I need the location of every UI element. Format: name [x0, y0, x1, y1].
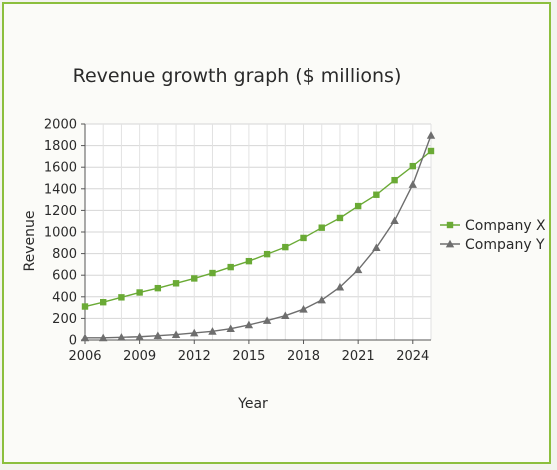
data-point-company-x: [172, 280, 180, 287]
data-point-company-x: [300, 234, 307, 242]
data-point-company-y: [135, 332, 144, 341]
data-point-company-x: [354, 202, 362, 210]
data-point-company-y: [262, 316, 272, 324]
x-tick-label: 2006: [68, 349, 101, 364]
data-point-company-x: [373, 191, 380, 198]
y-tick-label: 0: [69, 334, 77, 349]
data-point-company-x: [336, 214, 344, 222]
y-axis-label: Revenue: [22, 211, 38, 272]
data-point-company-y: [117, 333, 126, 341]
y-tick-label: 800: [52, 247, 77, 262]
chart-title: Revenue growth graph ($ millions): [73, 65, 402, 87]
data-point-company-x: [409, 162, 416, 170]
legend-label-company-x: Company X: [465, 218, 546, 234]
legend: Company X Company Y: [440, 218, 546, 253]
data-point-company-y: [390, 216, 399, 225]
data-point-company-y: [335, 282, 345, 291]
data-point-company-y: [281, 311, 290, 320]
x-tick-label: 2012: [178, 349, 211, 364]
x-tick-label: 2018: [287, 349, 320, 364]
x-tick-label: 2024: [396, 349, 429, 364]
y-tick-label: 1400: [44, 182, 77, 197]
series-layer: [80, 131, 436, 342]
data-point-company-y: [372, 243, 381, 252]
series-line-company-y: [85, 135, 432, 339]
data-point-company-x: [318, 224, 325, 231]
data-point-company-x: [154, 284, 162, 292]
data-point-company-y: [353, 265, 363, 274]
x-tick-label: 2009: [123, 349, 156, 364]
y-tick-label: 1000: [44, 226, 77, 241]
axes: 0 200 400 600 800 1000 1200 1400 1600 1800 2000 200…: [44, 118, 431, 364]
chart-frame: Revenue growth graph ($ millions) Revenu…: [2, 2, 551, 464]
series-company-x: [81, 147, 435, 310]
y-tick-label: 200: [52, 312, 77, 327]
data-point-company-x: [263, 250, 271, 258]
data-point-company-x: [245, 257, 253, 265]
data-point-company-x: [118, 294, 125, 301]
x-tick-label: 2015: [232, 349, 265, 364]
legend-marker-company-x: [446, 221, 454, 229]
data-point-company-x: [100, 299, 107, 306]
data-point-company-x: [391, 176, 398, 184]
data-point-company-x: [227, 263, 234, 271]
data-point-company-y: [317, 295, 326, 304]
y-tick-label: 600: [52, 269, 77, 284]
revenue-growth-chart: Revenue growth graph ($ millions) Revenu…: [22, 65, 546, 412]
y-tick-label: 2000: [44, 118, 77, 133]
data-point-company-y: [153, 331, 163, 340]
data-point-company-x: [427, 147, 435, 155]
gridlines: [84, 123, 432, 341]
data-point-company-y: [226, 324, 235, 333]
data-point-company-x: [282, 243, 289, 251]
data-point-company-y: [171, 330, 181, 338]
data-point-company-y: [80, 333, 90, 342]
data-point-company-y: [299, 305, 308, 313]
data-point-company-y: [99, 333, 108, 342]
data-point-company-y: [426, 131, 436, 139]
y-tick-label: 1600: [44, 161, 77, 176]
data-point-company-y: [408, 180, 417, 188]
x-axis-label: Year: [237, 396, 268, 412]
data-point-company-y: [190, 328, 199, 337]
data-point-company-x: [191, 275, 198, 282]
legend-label-company-y: Company Y: [465, 237, 545, 253]
x-tick-label: 2021: [342, 349, 375, 364]
y-tick-label: 400: [52, 290, 77, 305]
y-tick-label: 1200: [44, 204, 77, 219]
series-company-y: [80, 131, 436, 342]
legend-marker-company-y: [445, 239, 455, 248]
data-point-company-x: [81, 303, 89, 310]
data-point-company-y: [208, 327, 217, 335]
data-point-company-x: [209, 269, 216, 277]
data-point-company-x: [136, 289, 143, 296]
data-point-company-y: [244, 320, 254, 329]
y-tick-label: 1800: [44, 139, 77, 154]
